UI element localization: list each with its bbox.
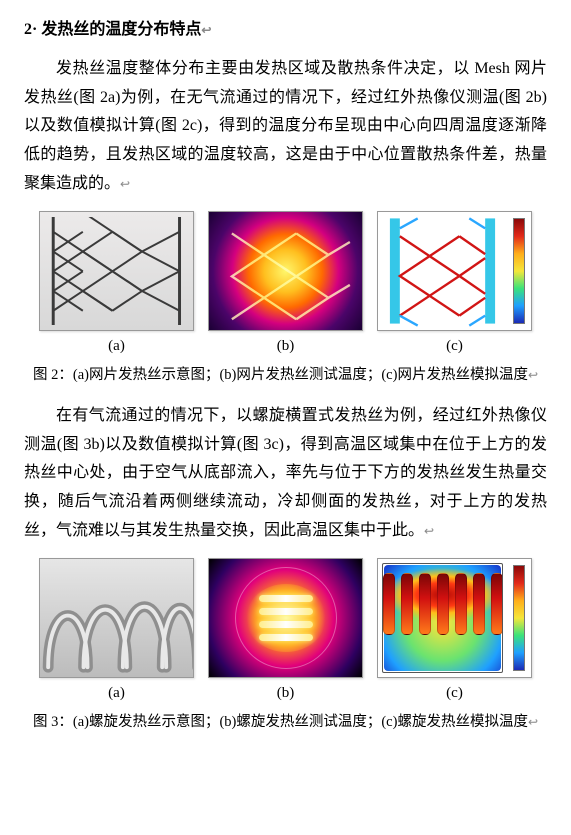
heading-title: 发热丝的温度分布特点 bbox=[41, 21, 201, 38]
colorbar bbox=[513, 218, 525, 324]
fig3a-label: (a) bbox=[108, 680, 125, 707]
fig3b-label: (b) bbox=[277, 680, 295, 707]
fig2b-image bbox=[208, 211, 363, 331]
figure-3-caption-text: 图 3：(a)螺旋发热丝示意图；(b)螺旋发热丝测试温度；(c)螺旋发热丝模拟温… bbox=[33, 714, 528, 730]
fig2c-image bbox=[377, 211, 532, 331]
figure-2-caption-text: 图 2：(a)网片发热丝示意图；(b)网片发热丝测试温度；(c)网片发热丝模拟温… bbox=[33, 367, 528, 383]
fig2a-label: (a) bbox=[108, 333, 125, 360]
fig3-panel-a: (a) bbox=[39, 558, 194, 707]
figure-2-row: (a) (b) bbox=[24, 211, 547, 360]
heading-sep: · bbox=[32, 21, 37, 38]
paragraph-1-text: 发热丝温度整体分布主要由发热区域及散热条件决定，以 Mesh 网片发热丝(图 2… bbox=[24, 60, 547, 192]
fig2b-label: (b) bbox=[277, 333, 295, 360]
figure-3-caption: 图 3：(a)螺旋发热丝示意图；(b)螺旋发热丝测试温度；(c)螺旋发热丝模拟温… bbox=[24, 709, 547, 735]
section-heading: 2· 发热丝的温度分布特点↩ bbox=[24, 16, 547, 45]
fig3c-image bbox=[377, 558, 532, 678]
fig3-panel-b: (b) bbox=[208, 558, 363, 707]
fig2a-image bbox=[39, 211, 194, 331]
fig2-panel-c: (c) bbox=[377, 211, 532, 360]
return-mark: ↩ bbox=[201, 23, 211, 37]
return-mark: ↩ bbox=[528, 715, 538, 729]
fig2-panel-b: (b) bbox=[208, 211, 363, 360]
return-mark: ↩ bbox=[424, 524, 434, 538]
colorbar bbox=[513, 565, 525, 671]
fig2c-label: (c) bbox=[446, 333, 463, 360]
fig3c-label: (c) bbox=[446, 680, 463, 707]
paragraph-1: 发热丝温度整体分布主要由发热区域及散热条件决定，以 Mesh 网片发热丝(图 2… bbox=[24, 55, 547, 199]
fig3a-image bbox=[39, 558, 194, 678]
figure-3-row: (a) (b) (c) bbox=[24, 558, 547, 707]
return-mark: ↩ bbox=[120, 177, 130, 191]
paragraph-2-text: 在有气流通过的情况下，以螺旋横置式发热丝为例，经过红外热像仪测温(图 3b)以及… bbox=[24, 407, 547, 539]
fig2-panel-a: (a) bbox=[39, 211, 194, 360]
return-mark: ↩ bbox=[528, 368, 538, 382]
fig3b-image bbox=[208, 558, 363, 678]
paragraph-2: 在有气流通过的情况下，以螺旋横置式发热丝为例，经过红外热像仪测温(图 3b)以及… bbox=[24, 402, 547, 546]
fig3-panel-c: (c) bbox=[377, 558, 532, 707]
figure-2-caption: 图 2：(a)网片发热丝示意图；(b)网片发热丝测试温度；(c)网片发热丝模拟温… bbox=[24, 362, 547, 388]
heading-number: 2 bbox=[24, 21, 32, 38]
